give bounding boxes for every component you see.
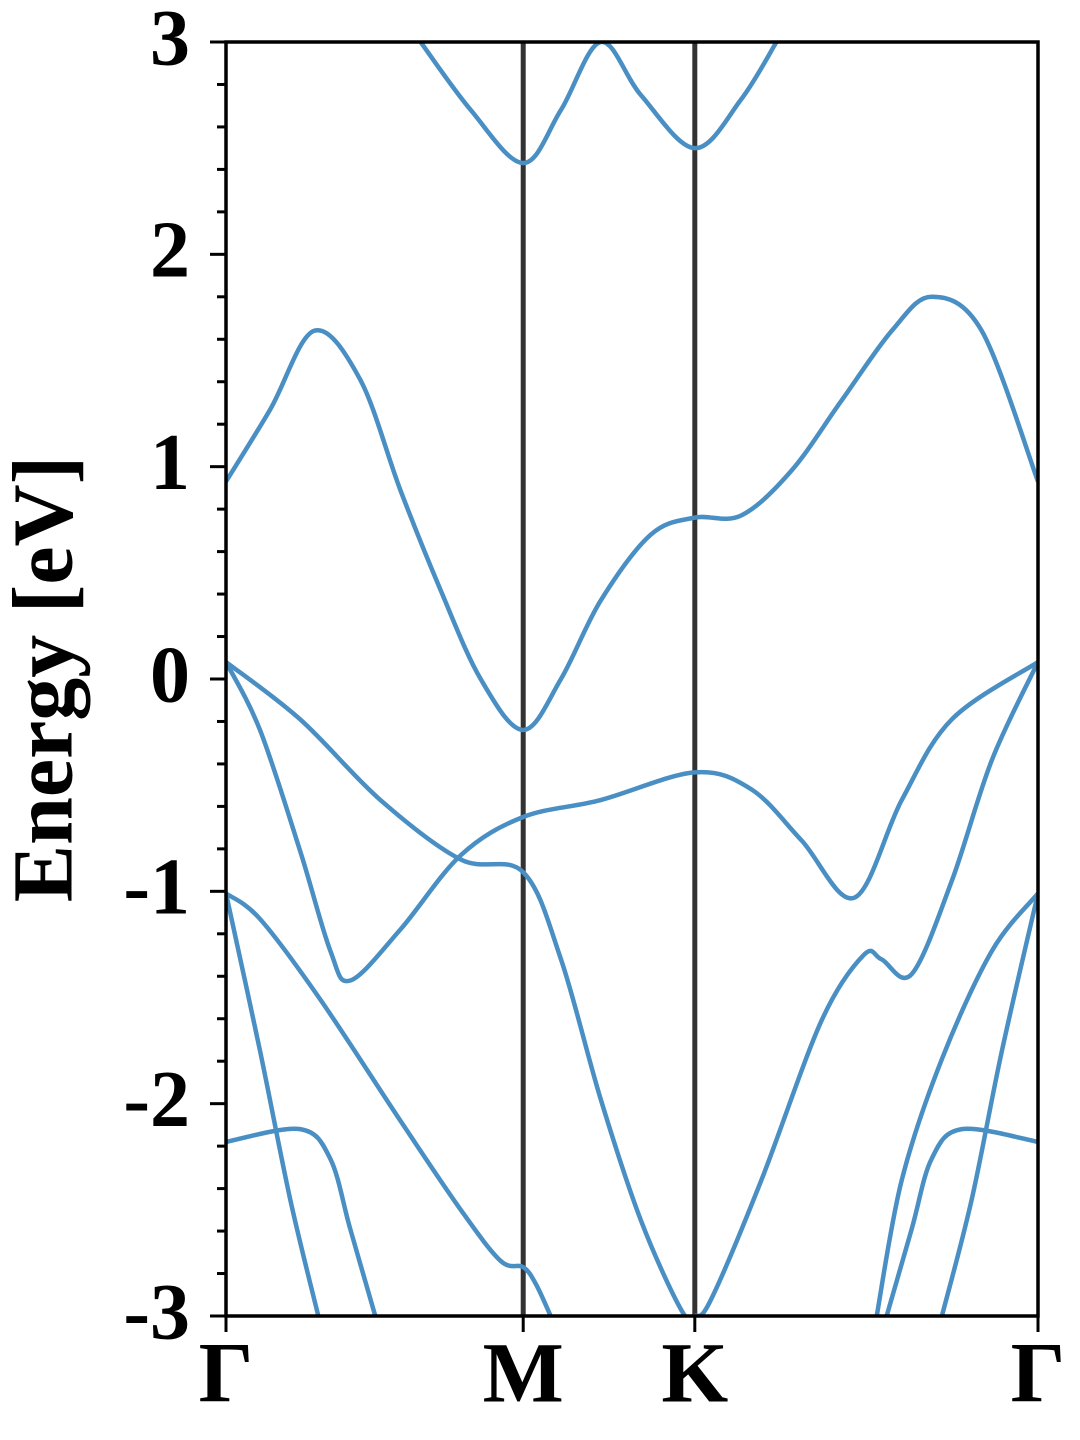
y-axis-label: Energy [eV] — [0, 456, 91, 903]
y-tick-label: 0 — [150, 631, 190, 719]
band-line — [874, 892, 1038, 1316]
y-tick-label: -2 — [123, 1056, 190, 1144]
band-line — [226, 892, 321, 1316]
y-tick-label: -3 — [123, 1268, 190, 1356]
band-line — [226, 660, 1038, 984]
plot-frame — [224, 40, 1040, 1318]
band-line — [226, 660, 1038, 1316]
band-line — [226, 1126, 378, 1316]
x-tick-label: K — [661, 1325, 728, 1421]
bands — [226, 42, 1038, 1316]
x-tick-label: Γ — [199, 1325, 254, 1421]
y-tick-label: 2 — [150, 207, 190, 295]
x-tick-label: Γ — [1011, 1325, 1066, 1421]
y-tick-label: -1 — [123, 844, 190, 932]
band-line — [226, 891, 553, 1316]
y-tick-label: 3 — [150, 0, 190, 82]
x-tick-label: M — [483, 1325, 564, 1421]
band-line — [418, 42, 779, 166]
y-tick-label: 1 — [150, 419, 190, 507]
band-line — [884, 1126, 1038, 1316]
band-line — [226, 294, 1038, 733]
band-line — [939, 892, 1038, 1316]
